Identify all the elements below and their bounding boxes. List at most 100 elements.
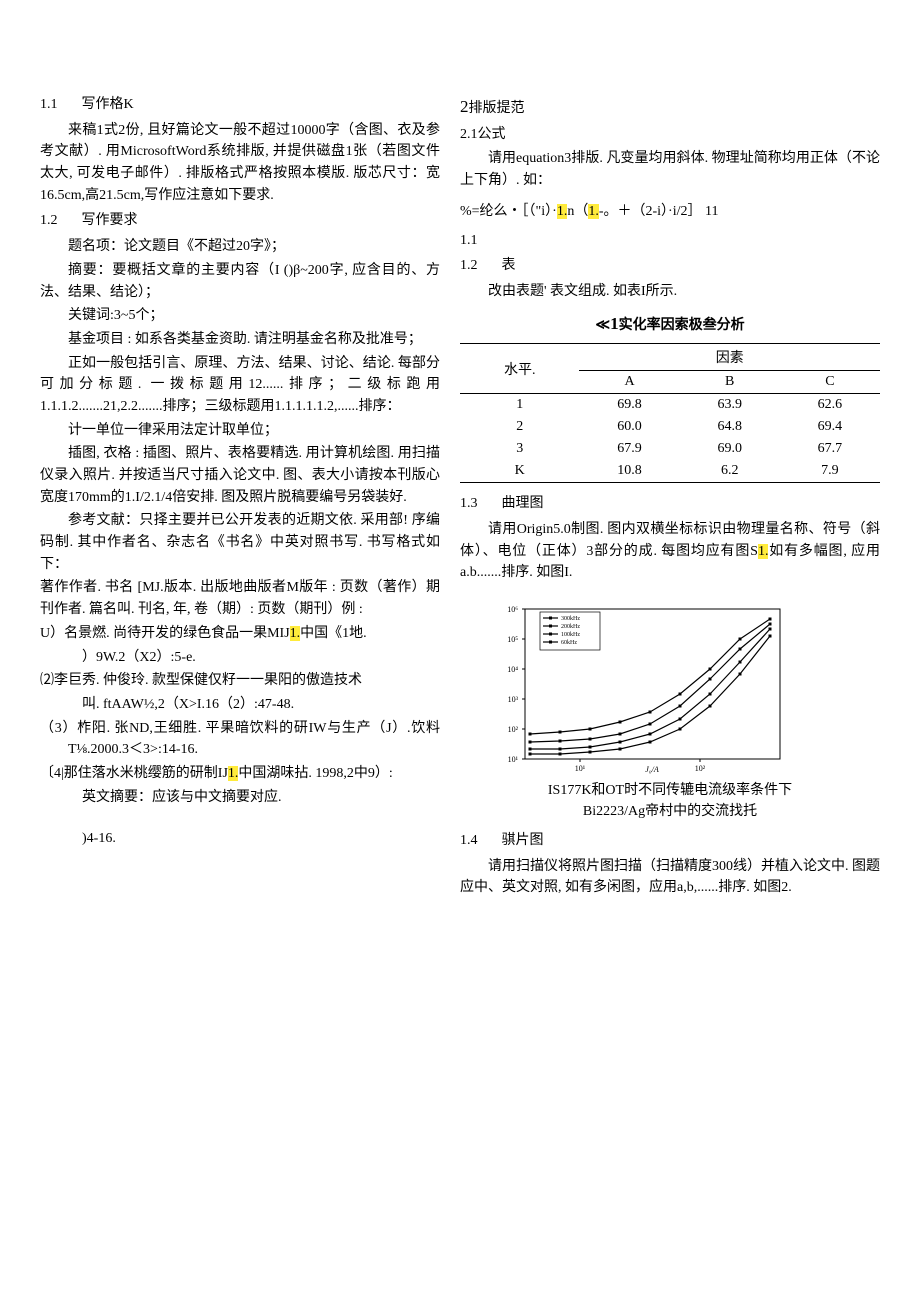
ref-text: 〔4|那住落水米桃缨筋的研制IJ — [40, 766, 228, 781]
paragraph: 摘要：要概括文章的主要内容（I ()β~200字, 应含目的、方法、结果、结论）… — [40, 260, 440, 303]
svg-text:100kHz: 100kHz — [561, 632, 580, 638]
svg-text:10¹: 10¹ — [508, 755, 519, 764]
svg-text:10⁴: 10⁴ — [507, 665, 518, 674]
svg-text:10²: 10² — [695, 764, 706, 773]
heading-text: 写作要求 — [82, 213, 138, 228]
highlight: 1. — [758, 544, 769, 559]
title-part: 1 — [610, 314, 619, 333]
cell: 2 — [460, 416, 579, 438]
data-table: 水平. 因素 A B C 1 69.8 63.9 62.6 2 60.0 64.… — [460, 343, 880, 483]
chart-caption: IS177K和OT时不同传辘电流级率条件下 Bi2223/Ag帝村中的交流找托 — [460, 780, 880, 822]
table-header-row: 水平. 因素 — [460, 344, 880, 371]
svg-text:200kHz: 200kHz — [561, 624, 580, 630]
heading-1-2-r: 1.2 表 — [460, 255, 880, 277]
cell: 60.0 — [579, 416, 679, 438]
table-title: ≪1实化率因索极叁分析 — [460, 311, 880, 337]
left-column: 1.1 写作格K 来稿1式2份, 且好篇论文一般不超过10000字（含图、衣及参… — [40, 90, 440, 901]
svg-text:10¹: 10¹ — [575, 764, 586, 773]
paragraph: 参考文献：只择主要并已公开发表的近期文依. 采用部! 序编码制. 其中作者名、杂… — [40, 510, 440, 575]
title-part: 实化率因索极叁分析 — [619, 318, 745, 333]
reference-sub: ）9W.2（X2）:5-e. — [82, 647, 440, 669]
heading-1-3: 1.3 曲理图 — [460, 493, 880, 515]
heading-1-4: 1.4 骐片图 — [460, 830, 880, 852]
formula-part: n（ — [567, 204, 588, 219]
table-row: 3 67.9 69.0 67.7 — [460, 438, 880, 460]
cell: 69.8 — [579, 394, 679, 417]
paragraph: 基金项目 : 如系各类基金资助. 请注明基金名称及批准号； — [40, 329, 440, 351]
highlight: 1. — [557, 204, 568, 219]
highlight: 1. — [228, 766, 239, 781]
table-row: 1 69.8 63.9 62.6 — [460, 394, 880, 417]
two-column-layout: 1.1 写作格K 来稿1式2份, 且好篇论文一般不超过10000字（含图、衣及参… — [40, 90, 880, 901]
heading-2-1: 2.1公式 — [460, 124, 880, 146]
ref-text: 中国《1地. — [300, 626, 367, 641]
reference-sub: 英文摘要：应该与中文摘要对应. — [82, 787, 440, 809]
heading-text: 骐片图 — [502, 833, 544, 848]
header-cell: C — [780, 371, 880, 394]
cell: 7.9 — [780, 460, 880, 483]
cell: 69.4 — [780, 416, 880, 438]
caption-line: IS177K和OT时不同传辘电流级率条件下 — [548, 783, 792, 798]
heading-text: 写作格K — [82, 97, 134, 112]
heading-num: 1.3 — [460, 493, 498, 515]
formula: %=纶么・［（"i）·1.n（1.-。＋（2-i）·i/2］ 11 — [460, 201, 880, 223]
svg-text:10²: 10² — [508, 725, 519, 734]
heading-num: 1.4 — [460, 830, 498, 852]
header-cell: 因素 — [579, 344, 880, 371]
reference-item: 〔4|那住落水米桃缨筋的研制IJ1.中国湖味拈. 1998,2中9）: — [40, 763, 440, 785]
heading-text: 表 — [502, 258, 516, 273]
cell: 10.8 — [579, 460, 679, 483]
cell: 63.9 — [680, 394, 780, 417]
ref-text: U）名景燃. 尚待开发的绿色食品一果MIJ — [40, 626, 290, 641]
paragraph: 题名项：论文题目《不超过20字》； — [40, 236, 440, 258]
reference-item: （3）柞阳. 张ND,王细胜. 平果暗饮料的研IW与生产（J）.饮料T⅛.200… — [40, 718, 440, 761]
paragraph: 正如一般包括引言、原理、方法、结果、讨论、结论. 每部分可加分标题. 一拨标题用… — [40, 353, 440, 418]
svg-text:J₀/A: J₀/A — [645, 765, 659, 774]
chart-svg: 10⁶ 10⁵ 10⁴ 10³ 10² 10¹ 10¹ 10² J₀/A 300kHz 200kHz… — [480, 594, 800, 774]
table-row: 2 60.0 64.8 69.4 — [460, 416, 880, 438]
cell: 3 — [460, 438, 579, 460]
caption-line: Bi2223/Ag帝村中的交流找托 — [583, 804, 757, 819]
reference-item: ⑵李巨秀. 仲俊玲. 款型保健仅籽一一果阳的傲造技术 — [40, 670, 440, 692]
right-column: 2排版提范 2.1公式 请用equation3排版. 凡变量均用斜体. 物理址简… — [460, 90, 880, 901]
heading-1-2: 1.2 写作要求 — [40, 210, 440, 232]
highlight: 1. — [290, 626, 301, 641]
heading-1-1: 1.1 写作格K — [40, 94, 440, 116]
header-cell: A — [579, 371, 679, 394]
highlight: 1. — [588, 204, 599, 219]
ref-text: 中国湖味拈. 1998,2中9）: — [238, 766, 392, 781]
cell: 69.0 — [680, 438, 780, 460]
svg-text:60kHz: 60kHz — [561, 640, 577, 646]
svg-text:10⁵: 10⁵ — [507, 635, 518, 644]
header-cell: 水平. — [460, 344, 579, 394]
heading-num: 1.2 — [460, 255, 498, 277]
reference-sub: 叫. ftAAW½,2（X>I.16（2）:47-48. — [82, 694, 440, 716]
cell: 62.6 — [780, 394, 880, 417]
paragraph: 请用Origin5.0制图. 图内双横坐标标识由物理量名称、符号（斜体）、电位（… — [460, 519, 880, 584]
paragraph: 改由表题' 表文组成. 如表I所示. — [460, 281, 880, 303]
svg-text:300kHz: 300kHz — [561, 616, 580, 622]
svg-text:10⁶: 10⁶ — [507, 605, 518, 614]
table-row: K 10.8 6.2 7.9 — [460, 460, 880, 483]
chart: 10⁶ 10⁵ 10⁴ 10³ 10² 10¹ 10¹ 10² J₀/A 300kHz 200kHz… — [480, 594, 880, 774]
cell: 64.8 — [680, 416, 780, 438]
paragraph: 关键词:3~5个； — [40, 305, 440, 327]
paragraph: 计一单位一律采用法定计取单位； — [40, 420, 440, 442]
reference-item: U）名景燃. 尚待开发的绿色食品一果MIJ1.中国《1地. — [40, 623, 440, 645]
heading-num: 1.2 — [40, 210, 78, 232]
paragraph: 请用扫描仪将照片图扫描（扫描精度300线）并植入论文中. 图题应中、英文对照, … — [460, 856, 880, 899]
header-cell: B — [680, 371, 780, 394]
cell: K — [460, 460, 579, 483]
formula-part: -。＋（2-i）·i/2］ 11 — [599, 204, 719, 219]
formula-part: %=纶么・［（"i）· — [460, 204, 557, 219]
paragraph: 请用equation3排版. 凡变量均用斜体. 物理址简称均用正体（不论上下角）… — [460, 148, 880, 191]
paragraph: 著作作者. 书名 [MJ.版本. 出版地曲版者M版年 : 页数（著作）期刊作者.… — [40, 577, 440, 620]
heading-num: 1.1 — [40, 94, 78, 116]
paragraph: 插图, 衣格 : 插图、照片、表格要精选. 用计算机绘图. 用扫描仪录入照片. … — [40, 443, 440, 508]
cell: 1 — [460, 394, 579, 417]
paragraph: 来稿1式2份, 且好篇论文一般不超过10000字（含图、衣及参考文献）. 用Mi… — [40, 120, 440, 207]
title-part: ≪ — [595, 318, 610, 333]
cell: 67.9 — [579, 438, 679, 460]
svg-text:10³: 10³ — [508, 695, 519, 704]
heading-2: 2排版提范 — [460, 94, 880, 120]
